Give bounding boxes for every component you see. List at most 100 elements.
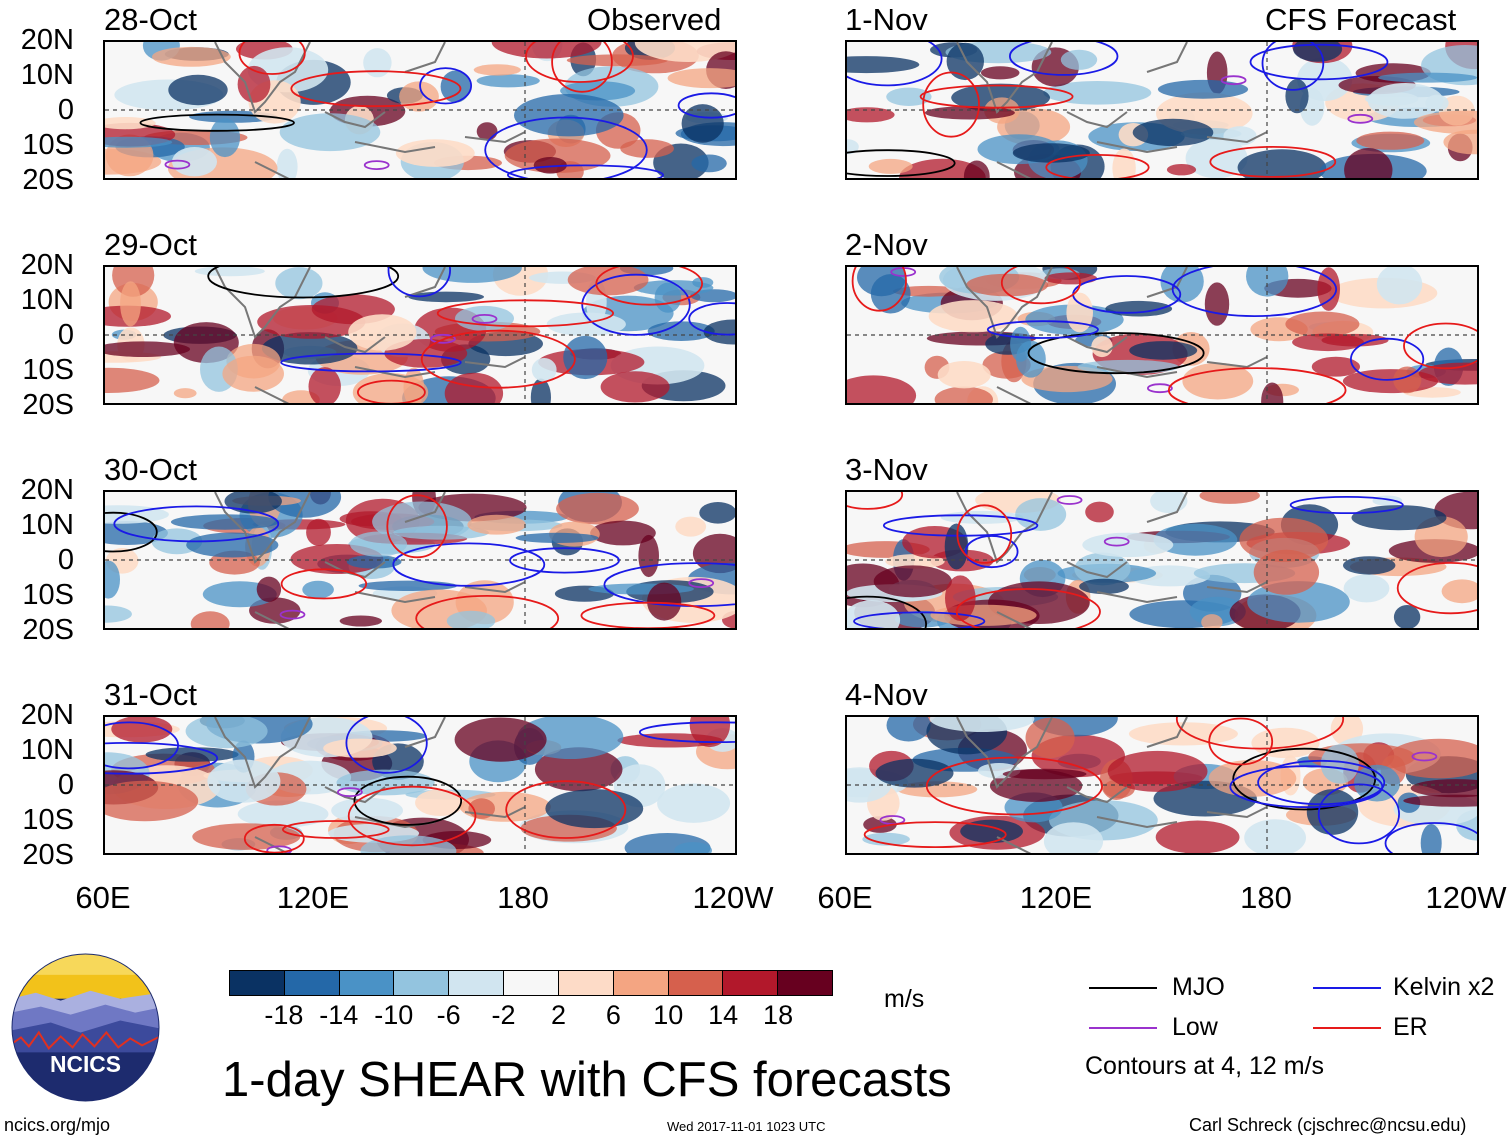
shear-anomaly-blob — [1343, 574, 1390, 603]
shear-anomaly-blob — [1441, 579, 1477, 604]
legend-label-mjo: MJO — [1172, 973, 1225, 1001]
shear-anomaly-blob — [563, 335, 608, 380]
shear-anomaly-blob — [1166, 164, 1197, 176]
contour-low — [363, 160, 390, 170]
shear-anomaly-blob — [847, 56, 920, 74]
shear-anomaly-blob — [346, 555, 402, 569]
colorbar-swatch — [284, 971, 340, 995]
shear-anomaly-blob — [422, 267, 522, 283]
shear-anomaly-blob — [657, 783, 731, 823]
contour-er — [863, 821, 1007, 848]
shear-anomaly-blob — [1201, 614, 1223, 628]
footer-link[interactable]: ncics.org/mjo — [4, 1115, 111, 1135]
shear-anomaly-blob — [1107, 750, 1208, 792]
contour-mjo — [353, 775, 463, 826]
shear-anomaly-blob — [1060, 49, 1098, 70]
colorbar-swatch — [778, 971, 832, 995]
shear-anomaly-blob — [1129, 341, 1198, 360]
shear-anomaly-blob — [279, 113, 381, 152]
contour-kelvin — [1289, 495, 1404, 515]
shear-anomaly-blob — [1082, 532, 1174, 558]
contour-er — [1209, 146, 1337, 178]
map-panel-observed-3 — [103, 715, 737, 855]
shear-anomaly-blob — [467, 514, 526, 535]
contour-er — [851, 267, 907, 312]
shear-anomaly-blob — [105, 560, 120, 599]
contour-mjo — [207, 267, 400, 299]
shear-anomaly-blob — [1378, 72, 1477, 83]
contour-er — [280, 568, 368, 600]
shear-anomaly-blob — [667, 68, 735, 89]
contour-er — [595, 267, 703, 306]
panel-date-3-nov: 3-Nov — [845, 452, 928, 487]
shear-anomaly-blob — [868, 158, 913, 174]
shear-anomaly-blob — [566, 54, 668, 67]
lon-label-180-left: 180 — [497, 880, 549, 915]
contour-low — [1411, 751, 1438, 762]
map-panel-svg — [847, 717, 1477, 853]
colorbar-tick-label: 18 — [763, 1000, 794, 1030]
shear-anomaly-blob — [454, 717, 547, 762]
shear-anomaly-blob — [105, 605, 132, 623]
chart-title: 1-day SHEAR with CFS forecasts — [222, 1053, 952, 1107]
contour-er — [1175, 717, 1345, 750]
colorbar-tick-label: 14 — [708, 1000, 739, 1030]
contour-low — [688, 578, 715, 588]
contour-er — [505, 780, 627, 839]
contour-er — [243, 823, 305, 853]
shear-anomaly-blob — [504, 138, 611, 173]
shear-anomaly-blob — [534, 747, 623, 792]
colorbar-tick-label: -18 — [264, 1000, 304, 1030]
colorbar-tick-label: 2 — [550, 1000, 566, 1030]
lat-label: 20N — [20, 699, 74, 731]
panel-date-28-oct: 28-Oct — [104, 2, 198, 37]
lat-label: 20N — [20, 24, 74, 56]
panel-date-29-oct: 29-Oct — [104, 227, 198, 262]
shear-anomaly-blob — [1320, 744, 1359, 784]
contour-kelvin — [1171, 267, 1338, 317]
panel-date-31-oct: 31-Oct — [104, 677, 198, 712]
shear-anomaly-blob — [306, 518, 331, 546]
map-panel-forecast-0 — [845, 40, 1479, 180]
contour-kelvin — [280, 352, 462, 373]
colorbar-swatch — [613, 971, 669, 995]
shear-anomaly-blob — [647, 582, 682, 621]
shear-anomaly-blob — [105, 780, 199, 822]
shear-anomaly-blob — [674, 842, 712, 853]
shear-anomaly-blob — [1367, 83, 1444, 119]
shear-anomaly-blob — [276, 148, 298, 178]
shear-anomaly-blob — [944, 523, 969, 570]
shear-anomaly-blob — [699, 502, 735, 524]
shear-anomaly-blob — [237, 65, 271, 103]
shear-anomaly-blob — [275, 267, 323, 300]
colorbar-tick-label: -2 — [491, 1000, 516, 1030]
shear-anomaly-blob — [634, 42, 735, 62]
shear-anomaly-blob — [152, 46, 231, 67]
contour-mjo — [105, 511, 158, 553]
lat-label: 10N — [20, 734, 74, 766]
lat-label: 0 — [57, 94, 74, 126]
shear-anomaly-blob — [455, 305, 514, 331]
contour-low — [1146, 383, 1173, 394]
shear-anomaly-blob — [928, 300, 1018, 333]
coastline — [956, 267, 1268, 403]
shear-anomaly-blob — [515, 532, 599, 543]
lat-label: 10S — [22, 354, 74, 386]
contour-mjo — [1027, 332, 1205, 375]
contour-er — [1208, 717, 1274, 766]
contour-mjo — [139, 113, 295, 132]
lon-label-60e-left: 60E — [75, 880, 131, 915]
shear-anomaly-blob — [186, 532, 279, 558]
map-panel-svg — [105, 42, 735, 178]
shear-anomaly-blob — [446, 610, 496, 628]
contour-kelvin — [1261, 42, 1325, 91]
shear-anomaly-blob — [323, 738, 397, 758]
contour-er — [386, 494, 448, 559]
colorbar-swatch — [449, 971, 505, 995]
map-panel-svg — [105, 717, 735, 853]
shear-anomaly-blob — [847, 375, 917, 403]
shear-anomaly-blob — [339, 615, 382, 627]
shear-anomaly-blob — [980, 66, 1020, 80]
shear-anomaly-blob — [302, 580, 334, 599]
shear-anomaly-blob — [1251, 727, 1320, 759]
